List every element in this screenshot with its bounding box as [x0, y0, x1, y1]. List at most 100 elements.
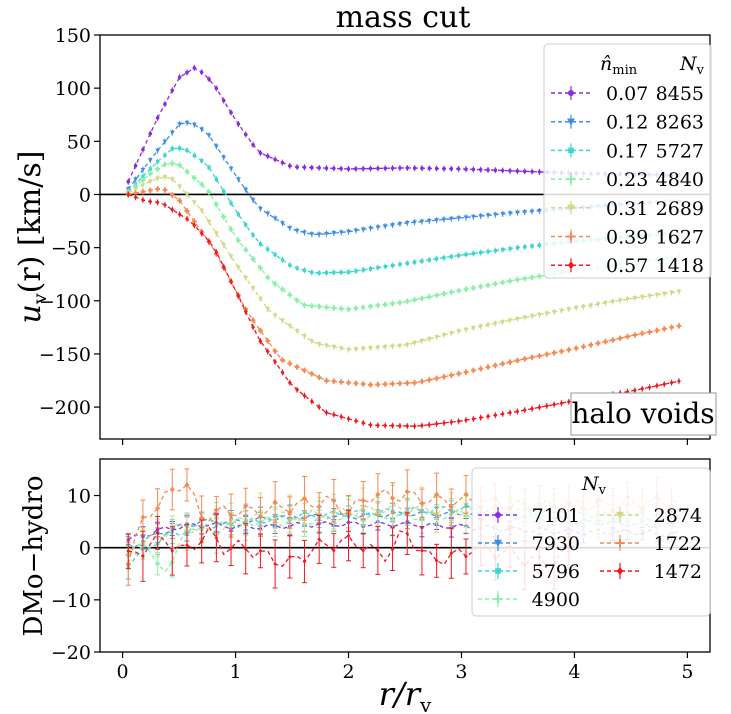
data-point [199, 208, 205, 213]
data-point [581, 304, 586, 310]
data-point [485, 213, 491, 218]
data-point [507, 211, 513, 216]
data-point [177, 211, 182, 217]
legend-swatch-marker [567, 118, 575, 126]
data-point [368, 382, 373, 388]
bottom-legend-entry: 4900 [478, 589, 580, 611]
legend-header-nmin: n̂min [600, 53, 638, 78]
data-point [199, 515, 204, 521]
data-point [147, 158, 153, 163]
data-point [141, 147, 145, 152]
data-point [280, 286, 285, 292]
data-point [258, 514, 263, 520]
data-point [214, 86, 219, 91]
data-point [478, 214, 484, 219]
data-point [404, 298, 410, 304]
data-point [383, 166, 388, 171]
data-point [448, 331, 454, 336]
data-point [155, 166, 161, 172]
data-point [390, 381, 395, 387]
data-point [360, 381, 366, 387]
data-point [287, 164, 292, 168]
data-point [272, 281, 278, 287]
bottom-ticks: 0 1 2 3 4 5 10 0 −10 −20 [51, 486, 694, 683]
data-point [331, 378, 337, 384]
data-point [191, 200, 197, 205]
data-point [184, 192, 190, 197]
x-tick-label: 5 [681, 661, 693, 683]
data-point [375, 303, 381, 308]
data-point [677, 378, 681, 384]
data-point [170, 88, 175, 93]
data-point [522, 169, 527, 174]
data-point [441, 217, 447, 222]
data-point [309, 398, 314, 404]
legend-swatch-marker [567, 232, 575, 241]
data-point [353, 418, 358, 424]
data-point [133, 177, 138, 182]
data-point [398, 166, 402, 170]
data-point [295, 165, 299, 169]
top-ticks: 150 100 50 0 −50 −100 −150 −200 [39, 25, 689, 445]
data-point [419, 501, 425, 506]
data-point [463, 492, 469, 497]
data-point [280, 258, 285, 262]
bottom-legend-entry: 7930 [478, 533, 580, 555]
data-point [397, 300, 403, 305]
data-point [500, 320, 506, 325]
data-point [427, 258, 431, 262]
data-point [141, 554, 145, 559]
data-point [302, 559, 307, 564]
data-point [251, 142, 255, 147]
data-point [426, 294, 432, 300]
data-point [595, 302, 601, 307]
data-point [280, 221, 285, 226]
bottom-legend-box [471, 467, 711, 617]
legend-swatch-marker [616, 511, 624, 519]
data-point [163, 202, 167, 208]
data-point [214, 535, 219, 541]
data-point [397, 381, 403, 386]
data-point [382, 381, 388, 387]
top-y-tick-label: −100 [39, 291, 91, 313]
data-point [236, 122, 241, 126]
data-point [661, 326, 667, 332]
data-point [478, 415, 483, 421]
data-point [390, 301, 395, 306]
data-point [221, 98, 226, 103]
data-point [265, 349, 270, 354]
data-point [235, 238, 241, 243]
bottom-legend-entry: 5796 [478, 561, 580, 583]
data-point [449, 419, 454, 425]
data-point [147, 171, 153, 177]
data-point [625, 389, 630, 395]
data-point [382, 345, 388, 350]
data-point [199, 70, 204, 75]
data-point [522, 407, 527, 413]
data-point [492, 363, 498, 368]
data-point [170, 548, 175, 554]
data-point [492, 212, 498, 218]
data-point [346, 167, 351, 171]
data-point [324, 378, 329, 383]
data-point [368, 267, 373, 271]
data-point [302, 334, 307, 339]
data-point [552, 402, 557, 407]
data-point [464, 252, 468, 257]
data-point [500, 411, 505, 417]
data-point [353, 305, 359, 311]
data-point [632, 332, 638, 338]
bottom-panel: 0 1 2 3 4 5 10 0 −10 −20 Nv 7101 7930 5796 4900 2874 1… [51, 458, 711, 683]
data-point [508, 168, 512, 173]
data-point [470, 368, 476, 373]
data-point [573, 306, 579, 311]
data-point [184, 482, 190, 488]
top-legend-entry: 0.31 2689 [551, 198, 704, 220]
data-point [221, 243, 227, 248]
data-point [448, 372, 454, 378]
data-point [500, 168, 505, 173]
data-point [339, 166, 343, 171]
data-point [199, 181, 205, 187]
data-point [434, 292, 440, 298]
data-point [147, 179, 153, 185]
